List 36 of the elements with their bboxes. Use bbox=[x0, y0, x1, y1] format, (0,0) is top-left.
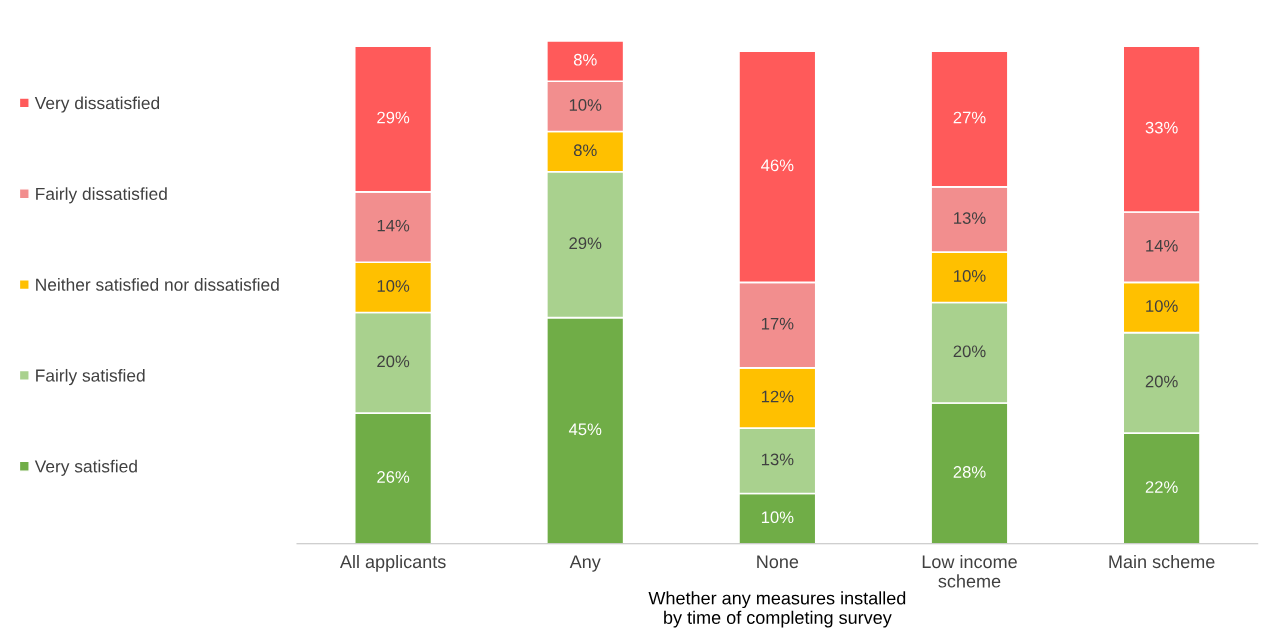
legend-label: Fairly dissatisfied bbox=[36, 187, 167, 204]
data-label: 20% bbox=[377, 355, 410, 368]
data-label: 14% bbox=[377, 219, 410, 232]
legend-label: Very satisfied bbox=[34, 459, 137, 476]
data-label: 17% bbox=[761, 317, 794, 330]
data-label: 27% bbox=[953, 111, 986, 124]
legend-label: Fairly satisfied bbox=[36, 368, 145, 386]
data-label: 20% bbox=[1145, 375, 1178, 388]
data-label: 10% bbox=[761, 511, 794, 524]
data-label: 29% bbox=[569, 237, 602, 250]
data-label: 45% bbox=[568, 423, 602, 436]
legend-label: Very dissatisfied bbox=[34, 96, 160, 113]
x-tick-label: Low income scheme bbox=[922, 554, 1017, 588]
data-label: 8% bbox=[573, 144, 597, 157]
data-label: 10% bbox=[1146, 300, 1178, 312]
x-tick-label: None bbox=[757, 555, 799, 569]
data-label: 12% bbox=[761, 390, 794, 403]
data-label: 33% bbox=[1145, 121, 1178, 134]
data-label: 14% bbox=[1146, 239, 1178, 252]
data-label: 20% bbox=[953, 345, 986, 358]
data-label: 13% bbox=[954, 212, 986, 224]
data-label: 10% bbox=[377, 280, 410, 292]
legend-label: Neither satisfied nor dissatisfied bbox=[36, 278, 279, 291]
data-label: 22% bbox=[1145, 481, 1178, 493]
x-tick-label: Main scheme bbox=[1109, 554, 1215, 569]
data-label: 13% bbox=[761, 453, 794, 466]
data-label: 8% bbox=[573, 53, 597, 66]
data-label: 29% bbox=[377, 111, 410, 124]
data-label: 26% bbox=[377, 471, 410, 483]
x-axis-title: Whether any measures installed by time of completing survey bbox=[648, 591, 906, 628]
data-label: 10% bbox=[569, 99, 602, 111]
data-label: 28% bbox=[953, 466, 986, 478]
x-tick-label: Any bbox=[569, 555, 601, 572]
x-tick-label: All applicants bbox=[339, 554, 446, 572]
data-label: 46% bbox=[761, 159, 794, 172]
data-label: 10% bbox=[954, 270, 986, 282]
